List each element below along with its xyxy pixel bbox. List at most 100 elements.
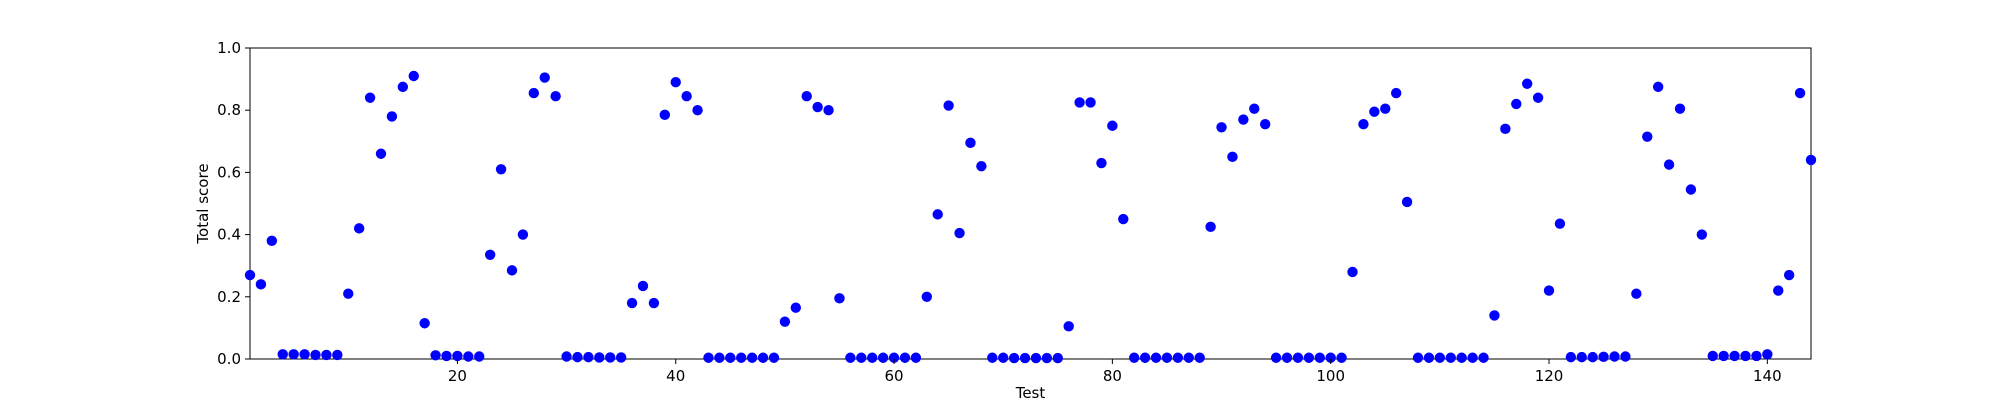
x-tick-label: 80: [1103, 367, 1122, 385]
data-point: [419, 318, 430, 329]
data-point: [1172, 352, 1184, 363]
data-point: [605, 352, 616, 363]
data-point: [899, 352, 911, 363]
data-point: [954, 227, 965, 239]
y-axis-label: Total score: [194, 163, 212, 244]
data-point: [1598, 351, 1609, 363]
x-tick-label: 100: [1316, 367, 1345, 385]
data-point: [561, 351, 572, 362]
data-point: [1096, 157, 1107, 169]
data-point: [1205, 221, 1216, 233]
data-point: [1631, 288, 1642, 299]
data-point: [1663, 159, 1675, 170]
x-axis-label: Test: [1015, 384, 1046, 400]
data-point: [1674, 103, 1686, 114]
data-point: [1270, 352, 1282, 363]
data-point: [397, 81, 409, 93]
y-axis: 0.0 0.2 0.4 0.6 0.8 1.0: [217, 39, 250, 368]
data-point: [1652, 81, 1664, 93]
data-point: [1783, 269, 1795, 281]
data-point: [572, 351, 583, 363]
data-point: [703, 352, 714, 363]
data-point: [1118, 213, 1129, 225]
data-point: [332, 349, 343, 361]
data-point: [343, 288, 354, 299]
data-point: [1336, 352, 1347, 363]
data-point: [1609, 351, 1620, 362]
data-point: [1773, 285, 1784, 296]
data-point: [495, 164, 507, 175]
data-point: [845, 352, 856, 363]
data-point: [1303, 352, 1315, 363]
data-point: [244, 269, 256, 281]
data-point: [1052, 352, 1063, 364]
data-point: [364, 92, 376, 103]
data-point: [1576, 351, 1587, 363]
data-point: [1041, 352, 1053, 364]
data-point: [375, 148, 387, 159]
data-point: [1281, 352, 1293, 363]
x-tick-label: 60: [885, 367, 904, 385]
data-point: [965, 137, 976, 149]
data-point: [943, 100, 954, 111]
y-tick-label: 0.6: [217, 163, 241, 181]
x-tick-label: 120: [1535, 367, 1564, 385]
y-tick-label: 1.0: [217, 39, 241, 57]
data-point: [856, 352, 867, 363]
data-point: [1401, 196, 1413, 208]
data-point: [550, 91, 561, 102]
data-point: [277, 349, 288, 360]
data-point: [353, 223, 365, 234]
x-tick-label: 40: [666, 367, 685, 385]
data-point: [1489, 310, 1500, 321]
data-point: [583, 351, 594, 363]
data-point: [255, 279, 267, 290]
data-point: [1369, 106, 1380, 117]
data-point: [1445, 352, 1456, 363]
data-point: [1696, 229, 1708, 240]
data-point: [823, 105, 834, 116]
data-point: [1063, 321, 1074, 332]
data-point: [910, 352, 922, 363]
data-point: [1325, 352, 1336, 363]
data-point: [1227, 151, 1238, 163]
x-tick-label: 20: [448, 367, 467, 385]
data-point: [1347, 266, 1358, 278]
data-point: [452, 350, 463, 362]
y-tick-label: 0.8: [217, 101, 241, 119]
data-point: [659, 109, 671, 121]
data-point: [1620, 351, 1631, 362]
x-tick-label: 140: [1753, 367, 1782, 385]
data-point: [1511, 98, 1522, 110]
data-point: [757, 352, 769, 363]
data-point: [1434, 352, 1446, 363]
data-point: [474, 351, 485, 362]
data-point: [615, 352, 627, 363]
data-point: [408, 70, 419, 82]
data-point: [670, 77, 681, 88]
data-point: [976, 160, 987, 172]
data-point: [1729, 350, 1740, 362]
x-axis: 20 40 60 80 100 120 140: [448, 359, 1782, 385]
data-point: [321, 349, 332, 361]
data-point: [1587, 351, 1598, 363]
data-point: [1390, 87, 1402, 99]
data-point: [1762, 349, 1773, 360]
y-tick-label: 0.0: [217, 350, 241, 368]
data-point: [714, 352, 725, 363]
data-points: [244, 70, 1817, 364]
y-tick-label: 0.2: [217, 288, 241, 306]
data-point: [463, 351, 474, 362]
data-point: [288, 349, 299, 360]
data-point: [1150, 352, 1162, 363]
data-point: [1260, 118, 1271, 130]
data-point: [1718, 350, 1729, 362]
data-point: [1107, 120, 1118, 131]
data-point: [1129, 352, 1140, 363]
data-point: [1423, 352, 1435, 363]
data-point: [779, 316, 791, 327]
data-point: [1030, 352, 1042, 364]
data-point: [539, 72, 550, 83]
data-point: [1543, 285, 1555, 296]
data-point: [1380, 103, 1391, 114]
